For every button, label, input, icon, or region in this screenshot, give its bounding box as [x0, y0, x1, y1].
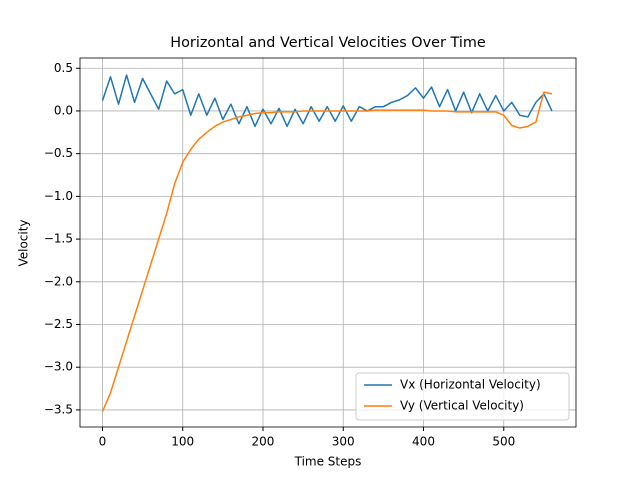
x-axis-label: Time Steps — [294, 455, 362, 469]
y-tick-label: 0.0 — [54, 103, 73, 117]
y-tick-label: −3.5 — [44, 402, 73, 416]
series-line — [101, 91, 553, 412]
legend-label: Vy (Vertical Velocity) — [400, 399, 524, 413]
y-tick-label: −3.0 — [44, 360, 73, 374]
x-tick-label: 100 — [171, 435, 194, 449]
x-tick-label: 200 — [252, 435, 275, 449]
plot-frame — [79, 57, 577, 428]
chart-title: Horizontal and Vertical Velocities Over … — [170, 35, 486, 51]
y-tick-label: −2.0 — [44, 274, 73, 288]
y-axis-label: Velocity — [17, 219, 31, 266]
x-tick-label: 400 — [412, 435, 435, 449]
legend-label: Vx (Horizontal Velocity) — [400, 378, 541, 392]
x-tick-label: 300 — [332, 435, 355, 449]
y-tick-label: −0.5 — [44, 146, 73, 160]
x-tick-label: 500 — [492, 435, 515, 449]
y-tick-label: −2.5 — [44, 317, 73, 331]
y-tick-label: −1.0 — [44, 189, 73, 203]
x-tick-label: 0 — [99, 435, 107, 449]
legend-box — [355, 372, 570, 421]
y-tick-label: −1.5 — [44, 232, 73, 246]
series-line — [101, 74, 553, 128]
y-tick-label: 0.5 — [54, 61, 73, 75]
